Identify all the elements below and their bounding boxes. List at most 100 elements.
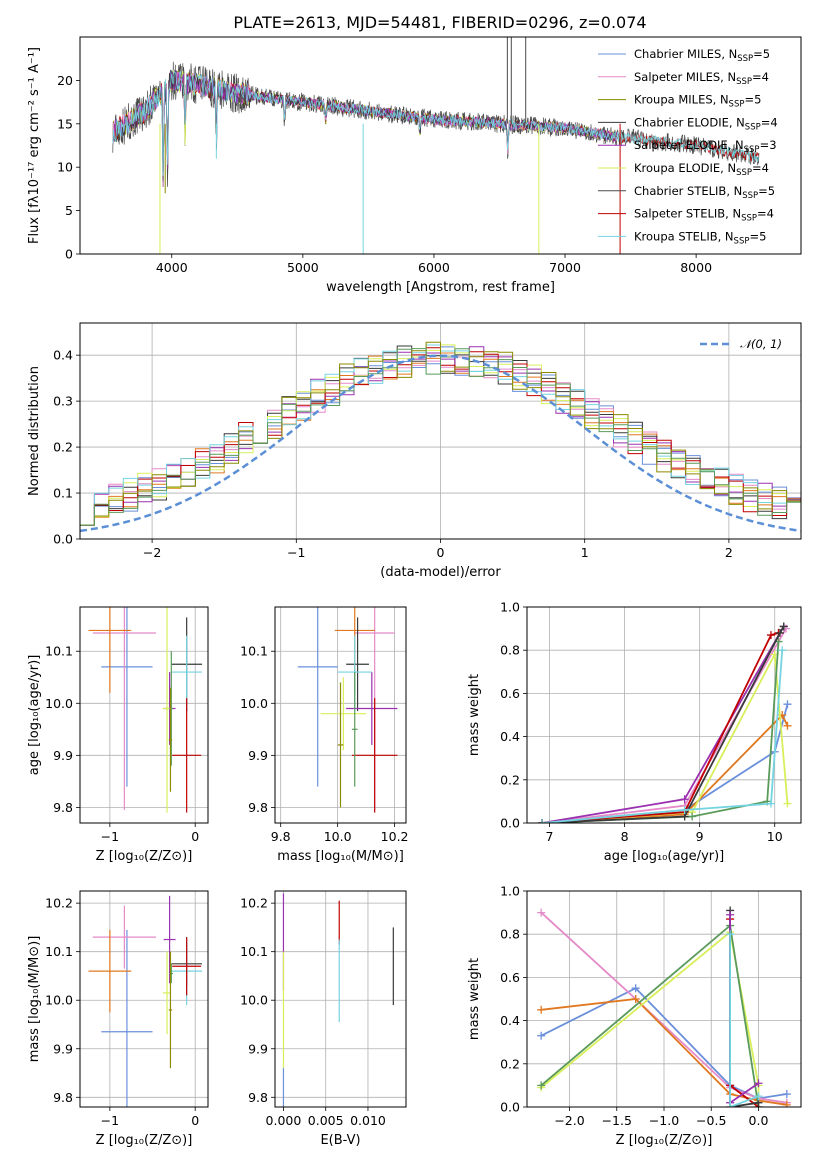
legend-text: Salpeter MILES, N	[634, 70, 736, 84]
x-tick-label: 0.005	[308, 1113, 344, 1128]
y-tick-label: 1.0	[500, 600, 520, 615]
y-tick-label: 9.8	[53, 800, 73, 815]
legend-entry: Salpeter STELIB, NSSP=4	[634, 207, 774, 224]
y-tick-label: 0.3	[53, 394, 73, 409]
axes-frame	[274, 606, 407, 824]
y-tick-label: 0.2	[500, 1056, 520, 1071]
y-tick-label: 0.2	[500, 772, 520, 787]
y-tick-label: 10.0	[240, 993, 268, 1008]
axes-frame	[79, 36, 802, 255]
mass-weight-vs-age-panel: 7 8 9 10 0.0 0.2 0.4 0.6 0.8 1.0 age [log₁₀(age/yr…	[467, 600, 802, 864]
spectrum-title: PLATE=2613, MJD=54481, FIBERID=0296, z=0…	[233, 13, 646, 32]
x-tick-label: 6000	[418, 260, 450, 275]
spectrum-panel: 4000 5000 6000 7000 8000 0 5 10 15 20 wavelength […	[27, 36, 802, 295]
x-tick-label: 0.0	[749, 1113, 769, 1128]
legend-subscript: SSP	[737, 54, 753, 64]
x-tick-label: −1	[101, 829, 119, 844]
data-point-marker	[779, 622, 788, 631]
plot-area	[297, 607, 398, 813]
x-axis-label: E(B-V)	[320, 1133, 360, 1148]
mass-weight-vs-metallicity-panel: −2.0 −1.5 −1.0 −0.5 0.0 0.0 0.2 0.4 0.6 0.8 1.0 Z […	[467, 884, 802, 1148]
x-tick-label: 0	[191, 829, 199, 844]
data-point-marker	[726, 930, 735, 939]
legend-subscript: SSP	[742, 191, 758, 201]
mass-vs-ebv-panel: 0.000 0.005 0.010 9.8 9.9 10.0 10.1 10.2 E(B-V)	[240, 890, 407, 1148]
data-point-marker	[537, 1031, 546, 1040]
y-axis-label: age [log₁₀(age/yr)]	[27, 655, 42, 776]
y-tick-label: 10.1	[240, 644, 268, 659]
legend-text: Kroupa STELIB, N	[634, 229, 734, 243]
legend-entry: Salpeter MILES, NSSP=4	[634, 70, 769, 87]
y-tick-label: 9.9	[248, 748, 268, 763]
data-point-marker	[538, 819, 547, 823]
plot-area	[88, 607, 203, 813]
x-axis-label: mass [log₁₀(M/M⊙)]	[277, 849, 404, 864]
y-tick-label: 0.0	[53, 532, 73, 547]
axes-frame	[79, 890, 209, 1108]
data-point-marker	[680, 806, 689, 815]
legend-entry: Kroupa MILES, NSSP=5	[634, 93, 761, 110]
x-axis-label: Z [log₁₀(Z/Z⊙)]	[616, 1133, 713, 1148]
x-axis-label: (data-model)/error	[380, 565, 501, 580]
y-tick-label: 10.1	[45, 644, 73, 659]
spectrum-line-kroupa-stelib	[112, 69, 759, 176]
y-tick-label: 10.0	[45, 993, 73, 1008]
x-tick-label: −1.0	[649, 1113, 679, 1128]
data-point-marker	[766, 799, 775, 808]
y-tick-label: 0.6	[500, 970, 520, 985]
mass-weight-line	[541, 651, 789, 823]
x-tick-label: −1	[287, 545, 305, 560]
y-axis-label: Normed distribution	[27, 366, 42, 496]
x-tick-label: −2	[143, 545, 161, 560]
legend-entry: Chabrier MILES, NSSP=5	[634, 47, 770, 64]
axes-frame	[526, 890, 802, 1108]
legend-value: =3	[760, 138, 777, 152]
y-tick-label: 0.1	[53, 486, 73, 501]
y-tick-label: 9.8	[248, 800, 268, 815]
spectrum-line-salpeter-miles	[112, 71, 618, 171]
y-tick-label: 0.8	[500, 927, 520, 942]
y-tick-label: 9.8	[248, 1090, 268, 1105]
mass-weight-line	[729, 934, 759, 1107]
y-tick-label: 10	[57, 160, 73, 175]
data-point-marker	[537, 1081, 546, 1090]
legend-text: Salpeter ELODIE, N	[634, 138, 744, 152]
y-tick-label: 9.9	[53, 1041, 73, 1056]
age-vs-mass-panel: 9.8 10.0 10.2 9.8 9.9 10.0 10.1 mass [log₁₀(M/M…	[240, 606, 409, 864]
y-tick-label: 10.0	[240, 696, 268, 711]
mass-weight-line	[541, 625, 785, 823]
y-axis-label: mass [log₁₀(M/M⊙)]	[27, 936, 42, 1063]
x-tick-label: 8000	[680, 260, 712, 275]
data-point-marker	[775, 628, 784, 637]
legend-value: =5	[744, 93, 761, 107]
x-tick-label: 4000	[156, 260, 188, 275]
age-vs-metallicity-panel: −1 0 9.8 9.9 10.0 10.1 Z [log₁₀(Z/Z⊙)] age [log…	[27, 606, 209, 864]
histogram-step	[80, 348, 801, 526]
x-tick-label: 10	[767, 829, 783, 844]
data-point-marker	[680, 795, 689, 804]
data-point-marker	[783, 721, 792, 730]
x-axis-label: Z [log₁₀(Z/Z⊙)]	[96, 849, 193, 864]
data-point-marker	[537, 1005, 546, 1014]
y-tick-label: 0.0	[500, 816, 520, 831]
legend-text: Kroupa ELODIE, N	[634, 161, 736, 175]
plot-area	[80, 341, 801, 533]
axes-frame	[274, 890, 407, 1108]
y-tick-label: 10.0	[45, 696, 73, 711]
y-axis-label: Flux [fλ10⁻¹⁷ erg cm⁻² s⁻¹ A⁻¹]	[27, 47, 42, 244]
y-tick-label: 9.9	[53, 748, 73, 763]
legend-subscript: SSP	[745, 122, 761, 132]
data-point-marker	[726, 910, 735, 919]
plot-area	[88, 895, 203, 1107]
legend-value: =4	[761, 115, 778, 129]
legend-subscript: SSP	[736, 168, 752, 178]
mass-weight-line	[541, 625, 785, 823]
legend-normal-label: 𝒩(0, 1)	[740, 337, 782, 351]
spectrum-line-chabrier-elodie	[112, 69, 618, 182]
x-tick-label: 7	[546, 829, 554, 844]
mass-weight-line	[541, 628, 787, 823]
x-tick-label: 8	[621, 829, 629, 844]
legend-subscript: SSP	[741, 214, 757, 224]
y-tick-label: 0.6	[500, 686, 520, 701]
data-point-marker	[754, 1092, 763, 1101]
